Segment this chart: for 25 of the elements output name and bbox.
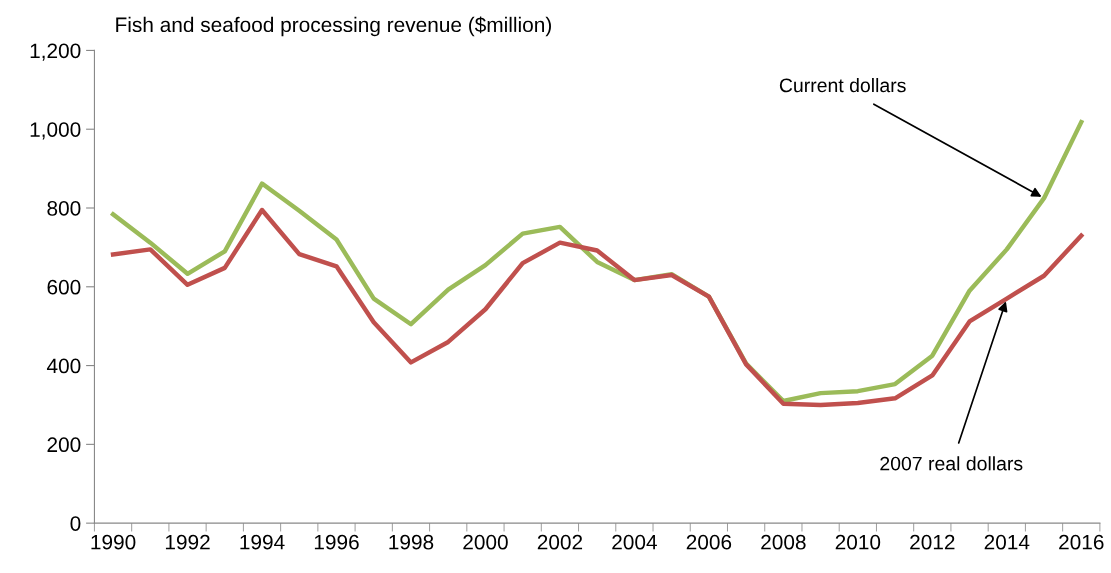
x-tick-label: 2000 — [463, 534, 508, 550]
x-tick-label: 2008 — [761, 534, 806, 550]
x-tick-label: 1996 — [314, 534, 359, 550]
x-tick-label: 2006 — [686, 534, 732, 550]
x-tick-label: 2012 — [910, 534, 955, 550]
chart-title: Fish and seafood processing revenue ($million) — [116, 16, 551, 37]
x-tick-label: 2014 — [984, 534, 1030, 550]
x-tick-label: 1994 — [240, 534, 285, 550]
y-tick-label: 1,200 — [30, 43, 81, 61]
y-tick-label: 400 — [46, 358, 81, 374]
y-tick-label: 800 — [47, 201, 81, 216]
line-series — [110, 207, 1084, 408]
text: Current dollars — [779, 77, 906, 93]
y-tick-label: 200 — [47, 437, 81, 453]
text: 2007 real dollars — [880, 456, 1023, 471]
x-tick-label: 2002 — [537, 534, 583, 550]
x-tick-label: 1998 — [389, 534, 434, 550]
x-tick-label: 2010 — [835, 534, 881, 550]
x-tick-label: 2016 — [1059, 534, 1104, 550]
x-tick-label: 2004 — [612, 534, 657, 550]
y-tick-label: 0 — [70, 516, 81, 531]
x-tick-label: 1992 — [165, 534, 210, 550]
y-tick-label: 1,000 — [30, 122, 81, 140]
y-tick-label: 600 — [47, 279, 81, 295]
x-tick-label: 1990 — [91, 534, 136, 550]
